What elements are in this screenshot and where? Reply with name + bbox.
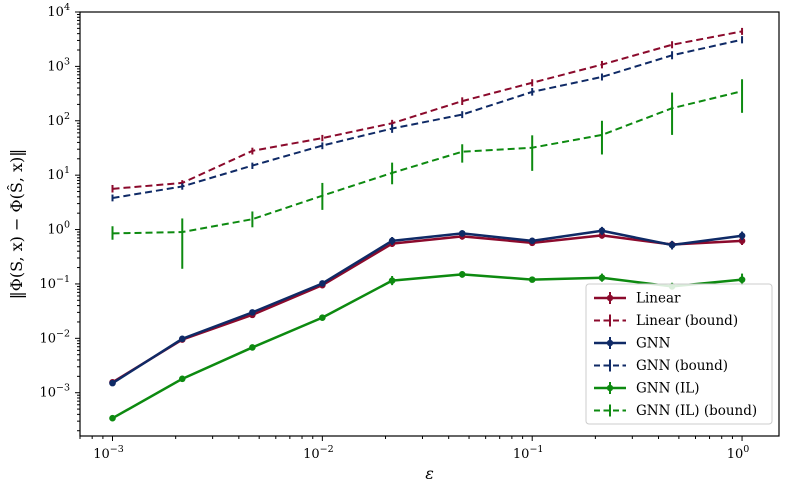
series-line	[111, 273, 743, 420]
y-tick-label: 100	[47, 220, 70, 238]
legend-label: GNN (bound)	[636, 358, 728, 374]
legend-marker	[606, 384, 614, 392]
data-point	[178, 335, 186, 343]
data-point	[109, 414, 116, 422]
data-point	[528, 237, 536, 245]
data-point	[738, 232, 746, 240]
legend-label: Linear (bound)	[636, 313, 738, 329]
y-axis-label-group: ‖Φ(S, x) − Φ(Ŝ, x)‖	[6, 149, 26, 300]
y-tick-label: 101	[47, 165, 70, 183]
y-tick-label: 10−2	[39, 328, 70, 346]
y-axis-label: ‖Φ(S, x) − Φ(Ŝ, x)‖	[6, 149, 26, 300]
legend-marker	[606, 294, 614, 302]
x-axis-label: ε	[425, 464, 434, 483]
legend-label: GNN (IL)	[636, 381, 700, 397]
legend-label: GNN	[636, 336, 671, 352]
legend-box	[585, 283, 773, 425]
data-point	[249, 344, 256, 351]
data-point	[458, 271, 466, 278]
legend-entry: Linear (bound)	[594, 313, 738, 329]
data-point	[738, 276, 746, 283]
legend-entry: Linear	[594, 291, 681, 307]
data-point	[598, 232, 606, 239]
legend-entry: GNN	[594, 336, 671, 352]
data-point	[458, 230, 466, 237]
legend-entry: GNN (IL) (bound)	[594, 403, 757, 419]
y-tick-label: 102	[47, 111, 70, 129]
series-line	[112, 38, 743, 200]
series-3	[111, 36, 744, 202]
legend-marker	[606, 339, 614, 347]
data-point	[388, 237, 396, 245]
legend-entry: GNN (bound)	[594, 358, 728, 374]
data-point	[388, 277, 396, 284]
data-point	[528, 276, 536, 283]
x-tick-label: 10−3	[93, 444, 124, 462]
legend-label: Linear	[636, 291, 681, 307]
series-1	[111, 27, 744, 193]
series-5	[111, 79, 744, 269]
y-tick-label: 104	[47, 2, 70, 20]
data-point	[598, 227, 606, 235]
series-2	[109, 226, 746, 387]
data-point	[668, 241, 676, 249]
series-line	[111, 234, 743, 384]
data-point	[319, 280, 326, 287]
y-tick-label: 103	[47, 56, 70, 74]
series-line	[112, 30, 743, 190]
x-tick-label: 10−2	[303, 444, 334, 462]
data-point	[319, 314, 326, 321]
data-point	[738, 237, 746, 245]
series-line	[111, 229, 743, 385]
data-point	[598, 274, 606, 282]
plot-layer	[109, 27, 746, 422]
x-tick-label: 10−1	[513, 444, 544, 462]
legend-entry: GNN (IL)	[594, 381, 700, 397]
y-tick-label: 10−3	[39, 383, 70, 401]
y-tick-label: 10−1	[39, 274, 70, 292]
x-tick-label: 100	[727, 444, 750, 462]
series-4	[109, 271, 746, 422]
legend-label: GNN (IL) (bound)	[636, 403, 757, 419]
series-line	[112, 90, 743, 235]
data-point	[109, 379, 116, 387]
data-point	[178, 375, 186, 383]
plot-frame	[79, 11, 780, 437]
data-point	[249, 309, 256, 316]
legend: Linear Linear (bound) GNN GNN (bound) GNN (I…	[585, 283, 773, 425]
